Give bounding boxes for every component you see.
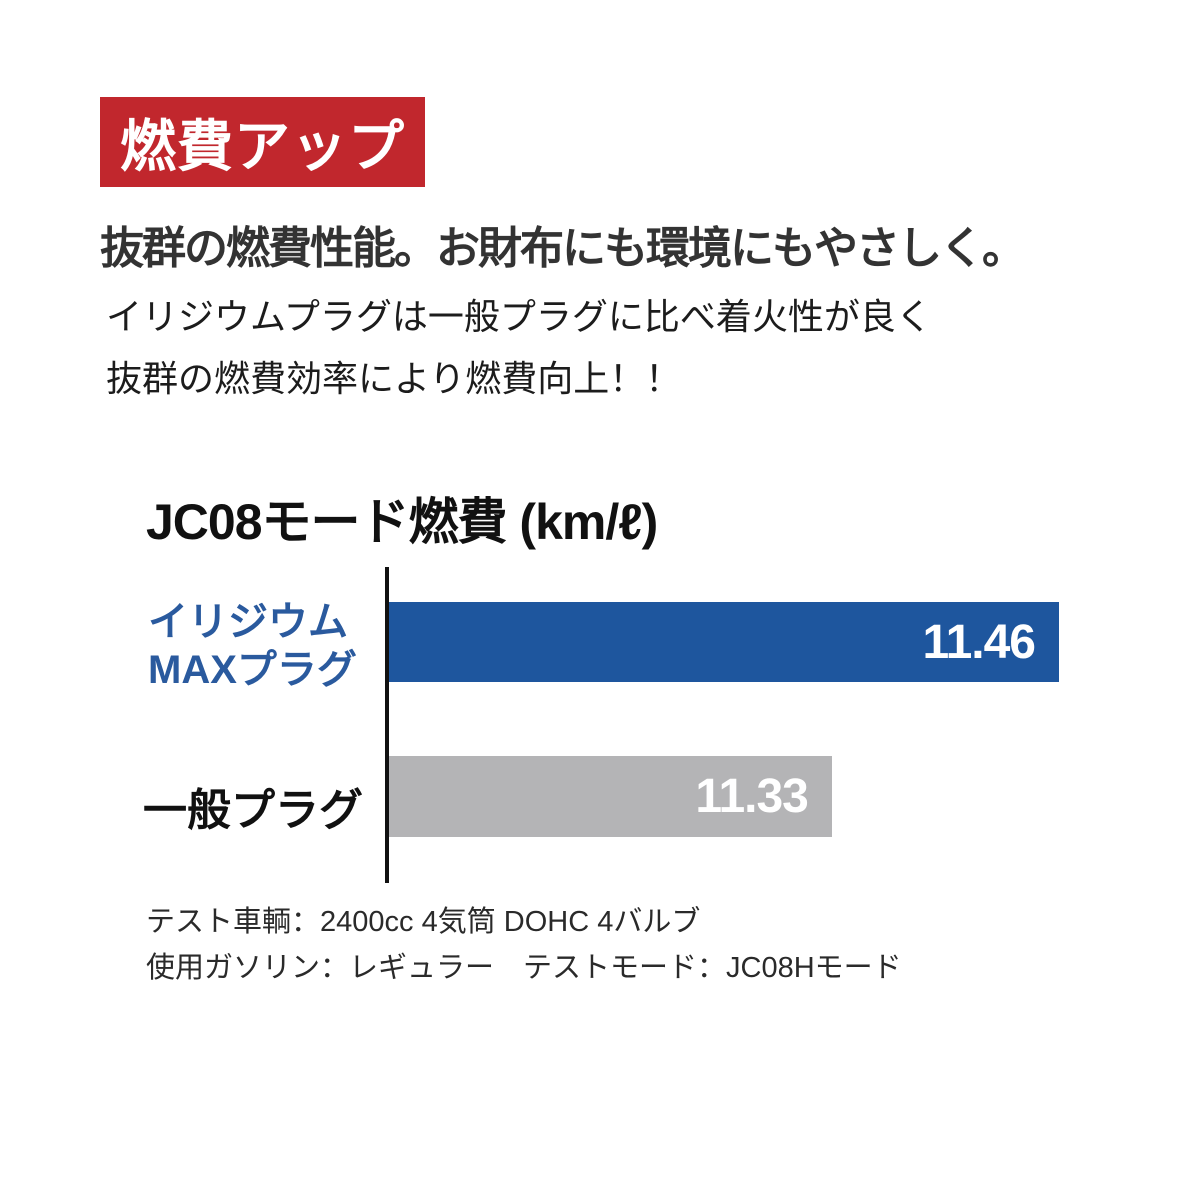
chart-title: JC08モード燃費 (km/ℓ): [146, 494, 658, 550]
footnote-test-vehicle: テスト車輌：2400cc 4気筒 DOHC 4バルブ: [146, 906, 701, 938]
bar-value-regular-plug: 11.33: [695, 770, 808, 823]
headline: 抜群の燃費性能。お財布にも環境にもやさしく。: [100, 224, 1026, 273]
chart-plot-area: 11.46 11.33: [389, 0, 1059, 1200]
category-label-iridium-max: イリジウム MAXプラグ: [148, 598, 357, 694]
fuel-up-badge-label: 燃費アップ: [120, 114, 405, 178]
bar-value-iridium-max: 11.46: [922, 615, 1036, 669]
category-label-iridium-max-line1: イリジウム: [148, 600, 348, 644]
intro-line-2: 抜群の燃費効率により燃費向上！！: [106, 358, 682, 399]
bar-regular-plug: 11.33: [389, 756, 832, 837]
chart-axis-line: [385, 567, 389, 883]
fuel-up-badge: 燃費アップ: [100, 97, 425, 187]
category-label-iridium-max-line2: MAXプラグ: [148, 648, 357, 692]
category-label-regular-plug: 一般プラグ: [143, 786, 363, 835]
bar-iridium-max: 11.46: [389, 602, 1059, 682]
footnote-test-conditions: 使用ガソリン：レギュラー テストモード：JC08Hモード: [146, 952, 902, 984]
intro-line-1: イリジウムプラグは一般プラグに比べ着火性が良く: [106, 296, 932, 337]
